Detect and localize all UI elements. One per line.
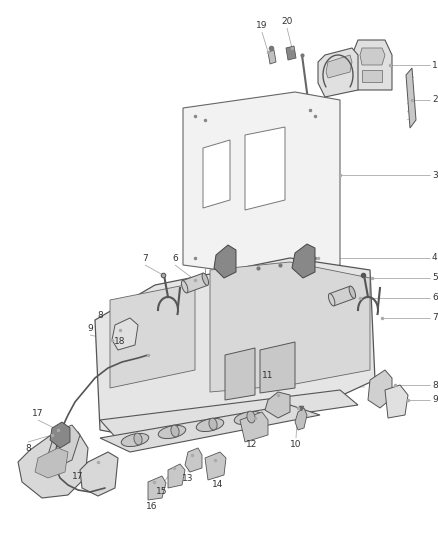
- Text: 2: 2: [432, 95, 438, 104]
- Polygon shape: [80, 452, 118, 496]
- Polygon shape: [168, 464, 185, 488]
- Polygon shape: [203, 140, 230, 208]
- Text: 8: 8: [25, 444, 31, 453]
- Polygon shape: [292, 244, 315, 278]
- Polygon shape: [318, 48, 358, 97]
- Polygon shape: [35, 448, 68, 478]
- Polygon shape: [362, 70, 382, 82]
- Text: 11: 11: [262, 371, 274, 380]
- Ellipse shape: [209, 418, 217, 430]
- Polygon shape: [110, 283, 195, 388]
- Text: 4: 4: [432, 254, 438, 262]
- Ellipse shape: [171, 425, 179, 437]
- Polygon shape: [268, 50, 276, 64]
- Text: 9: 9: [87, 324, 93, 333]
- Polygon shape: [326, 55, 352, 78]
- Polygon shape: [48, 425, 80, 468]
- Text: 12: 12: [246, 440, 258, 449]
- Polygon shape: [205, 452, 226, 480]
- Text: 15: 15: [156, 487, 168, 496]
- Text: 14: 14: [212, 480, 224, 489]
- Text: 17: 17: [72, 472, 84, 481]
- Text: 5: 5: [432, 273, 438, 282]
- Polygon shape: [329, 286, 354, 306]
- Text: 10: 10: [290, 440, 302, 449]
- Text: 7: 7: [142, 254, 148, 263]
- Polygon shape: [148, 476, 166, 500]
- Ellipse shape: [134, 433, 142, 445]
- Polygon shape: [50, 422, 70, 448]
- Text: 19: 19: [256, 21, 268, 30]
- Polygon shape: [265, 392, 290, 418]
- Ellipse shape: [328, 294, 335, 306]
- Text: 17: 17: [32, 409, 44, 418]
- Polygon shape: [183, 273, 208, 293]
- Text: 20: 20: [281, 17, 293, 26]
- Text: 9: 9: [432, 395, 438, 405]
- Ellipse shape: [349, 286, 356, 298]
- Text: 8: 8: [432, 381, 438, 390]
- Text: 16: 16: [146, 502, 158, 511]
- Text: 6: 6: [432, 294, 438, 303]
- Polygon shape: [185, 448, 202, 472]
- Ellipse shape: [196, 418, 224, 432]
- Polygon shape: [100, 390, 358, 440]
- Ellipse shape: [202, 273, 208, 285]
- Polygon shape: [95, 258, 375, 440]
- Polygon shape: [112, 318, 138, 350]
- Polygon shape: [100, 405, 320, 452]
- Polygon shape: [385, 385, 408, 418]
- Polygon shape: [214, 245, 236, 278]
- Polygon shape: [225, 348, 255, 400]
- Polygon shape: [295, 408, 307, 430]
- Text: 7: 7: [432, 313, 438, 322]
- Text: 8: 8: [97, 311, 103, 320]
- Polygon shape: [406, 68, 416, 128]
- Polygon shape: [286, 46, 296, 60]
- Ellipse shape: [247, 411, 255, 423]
- Polygon shape: [245, 127, 285, 210]
- Text: 18: 18: [114, 337, 126, 346]
- Text: 3: 3: [432, 171, 438, 180]
- Polygon shape: [368, 370, 392, 408]
- Ellipse shape: [158, 425, 186, 439]
- Polygon shape: [240, 412, 268, 442]
- Ellipse shape: [181, 280, 188, 293]
- Polygon shape: [18, 430, 88, 498]
- Polygon shape: [260, 342, 295, 393]
- Polygon shape: [352, 40, 392, 90]
- Polygon shape: [210, 262, 370, 392]
- Text: 1: 1: [432, 61, 438, 69]
- Ellipse shape: [234, 411, 262, 425]
- Text: 13: 13: [182, 474, 194, 483]
- Ellipse shape: [121, 433, 149, 447]
- Polygon shape: [183, 92, 340, 280]
- Polygon shape: [360, 48, 385, 65]
- Text: 6: 6: [172, 254, 178, 263]
